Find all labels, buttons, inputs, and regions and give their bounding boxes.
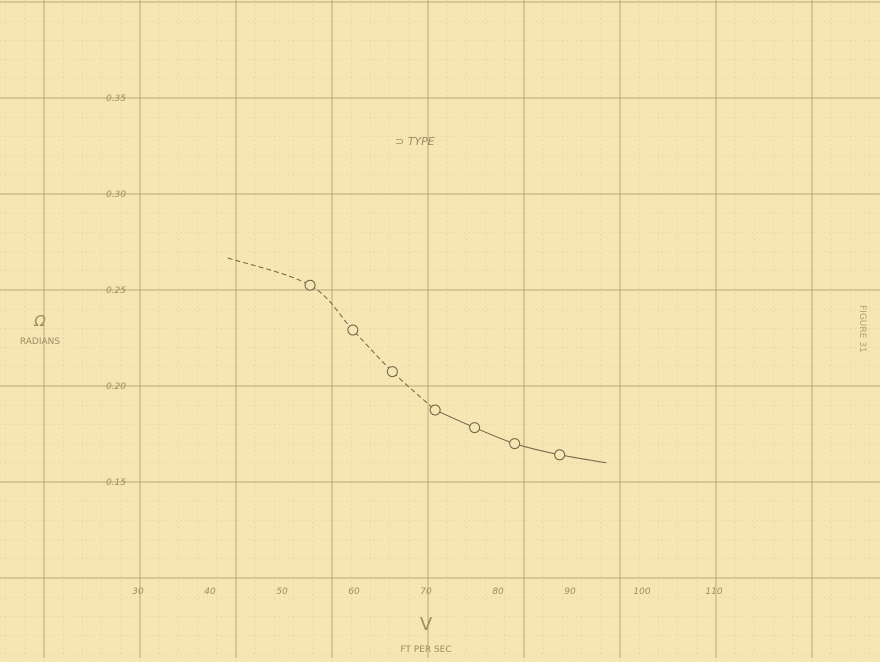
x-tick-label: 80 bbox=[492, 587, 504, 597]
y-tick-label: 0.15 bbox=[106, 478, 126, 488]
y-axis-symbol: Ω bbox=[33, 312, 46, 330]
y-axis-label: RADIANS bbox=[20, 337, 61, 347]
data-point bbox=[347, 324, 359, 336]
x-axis-symbol: V bbox=[420, 614, 433, 635]
x-axis-label: FT PER SEC bbox=[400, 645, 451, 655]
data-point bbox=[386, 366, 398, 378]
x-tick-label: 110 bbox=[705, 587, 722, 597]
header-annotation: ⊃ TYPE bbox=[395, 135, 435, 148]
y-tick-label: 0.20 bbox=[106, 382, 126, 392]
x-tick-label: 90 bbox=[564, 587, 576, 597]
x-tick-label: 100 bbox=[633, 587, 650, 597]
y-tick-label: 0.25 bbox=[106, 286, 126, 296]
data-points bbox=[304, 279, 566, 461]
x-tick-label: 50 bbox=[276, 587, 288, 597]
data-point bbox=[509, 438, 521, 450]
x-tick-label: 30 bbox=[132, 587, 144, 597]
y-tick-label: 0.30 bbox=[106, 190, 126, 200]
y-tick-labels: 0.35 0.30 0.25 0.20 0.15 bbox=[106, 94, 126, 488]
y-tick-label: 0.35 bbox=[106, 94, 126, 104]
x-tick-label: 60 bbox=[348, 587, 360, 597]
x-tick-labels: 30 40 50 60 70 80 90 100 110 bbox=[132, 587, 723, 597]
x-tick-label: 40 bbox=[204, 587, 216, 597]
x-tick-label: 70 bbox=[420, 587, 432, 597]
data-point bbox=[469, 422, 481, 434]
side-label: FIGURE 31 bbox=[857, 305, 867, 353]
data-point bbox=[304, 279, 316, 291]
data-point bbox=[429, 404, 441, 416]
data-point bbox=[554, 449, 566, 461]
